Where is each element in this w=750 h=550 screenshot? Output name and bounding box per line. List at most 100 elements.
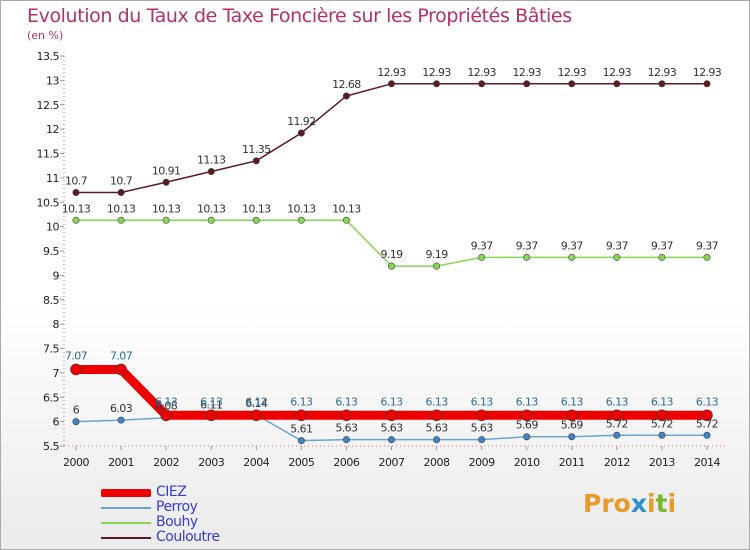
y-tick-label: 7 xyxy=(53,367,60,380)
legend-item-bouhy[interactable]: Bouhy xyxy=(101,514,301,530)
data-label-ciez: 6.13 xyxy=(561,395,584,408)
legend-swatch-perroy xyxy=(101,507,151,509)
legend-label-ciez: CIEZ xyxy=(156,484,187,500)
x-tick-label: 2008 xyxy=(424,456,450,469)
data-point-ciez xyxy=(701,409,713,422)
data-label-couloutre: 12.93 xyxy=(603,66,632,79)
data-label-couloutre: 12.93 xyxy=(558,66,587,79)
legend-swatch-ciez xyxy=(101,489,151,497)
y-tick-label: 6 xyxy=(53,416,60,429)
x-tick-label: 2000 xyxy=(63,456,89,469)
y-tick-label: 11 xyxy=(46,172,59,185)
data-label-ciez: 6.13 xyxy=(200,395,223,408)
data-label-couloutre: 12.93 xyxy=(512,66,541,79)
data-label-perroy: 5.63 xyxy=(471,422,494,435)
data-point-bouhy xyxy=(613,253,621,261)
data-label-perroy: 5.69 xyxy=(561,419,584,432)
data-label-ciez: 6.13 xyxy=(155,395,178,408)
y-tick-label: 9.5 xyxy=(43,245,59,258)
y-tick-label: 13.5 xyxy=(37,50,60,63)
data-point-perroy xyxy=(658,431,666,439)
chart-unit: (en %) xyxy=(27,29,64,42)
data-label-ciez: 6.13 xyxy=(335,395,358,408)
legend-item-ciez[interactable]: CIEZ xyxy=(101,484,301,500)
data-point-bouhy xyxy=(297,216,305,224)
data-label-ciez: 6.12 xyxy=(245,395,267,408)
data-label-ciez: 6.13 xyxy=(290,395,313,408)
legend-label-perroy: Perroy xyxy=(156,499,198,515)
legend-swatch-bouhy xyxy=(101,522,151,524)
data-label-couloutre: 11.92 xyxy=(287,115,316,128)
y-tick-label: 11.5 xyxy=(37,148,60,161)
data-point-bouhy xyxy=(523,253,531,261)
data-label-bouhy: 10.13 xyxy=(107,202,136,215)
data-point-couloutre xyxy=(162,178,170,186)
data-label-perroy: 6.11 xyxy=(200,398,222,411)
data-label-ciez: 6.13 xyxy=(696,395,719,408)
data-point-couloutre xyxy=(72,189,80,197)
y-tick-label: 12.5 xyxy=(37,99,60,112)
data-point-perroy xyxy=(297,437,305,445)
data-point-couloutre xyxy=(252,157,260,165)
data-label-ciez: 6.13 xyxy=(380,395,403,408)
data-label-bouhy: 10.13 xyxy=(242,202,271,215)
data-label-ciez: 6.13 xyxy=(471,395,494,408)
data-point-perroy xyxy=(387,436,395,444)
data-label-couloutre: 12.93 xyxy=(693,66,722,79)
x-tick-label: 2003 xyxy=(198,456,224,469)
data-point-couloutre xyxy=(207,168,215,176)
x-tick-label: 2005 xyxy=(288,456,314,469)
legend-item-perroy[interactable]: Perroy xyxy=(101,499,301,515)
data-label-couloutre: 11.35 xyxy=(242,143,271,156)
logo-letter: i xyxy=(667,489,677,518)
data-point-perroy xyxy=(568,433,576,441)
data-point-couloutre xyxy=(297,129,305,137)
x-tick-label: 2007 xyxy=(378,456,404,469)
data-point-couloutre xyxy=(568,80,576,88)
data-point-bouhy xyxy=(72,216,80,224)
y-tick-label: 10.5 xyxy=(37,196,60,209)
data-point-ciez xyxy=(430,409,443,422)
data-point-bouhy xyxy=(252,216,260,224)
legend-label-bouhy: Bouhy xyxy=(156,514,198,530)
data-label-couloutre: 10.7 xyxy=(65,175,88,188)
data-point-couloutre xyxy=(613,80,621,88)
y-tick-label: 10 xyxy=(46,221,59,234)
data-point-ciez xyxy=(565,409,578,422)
data-label-bouhy: 10.13 xyxy=(62,202,91,215)
data-label-perroy: 5.61 xyxy=(290,423,312,436)
data-label-bouhy: 10.13 xyxy=(152,202,181,215)
data-label-bouhy: 10.13 xyxy=(332,202,361,215)
data-point-ciez xyxy=(520,409,533,422)
data-point-bouhy xyxy=(117,216,125,224)
data-point-couloutre xyxy=(342,92,350,100)
data-point-perroy xyxy=(72,418,80,426)
proxiti-logo[interactable]: Proxiti xyxy=(583,489,676,518)
data-label-couloutre: 10.91 xyxy=(152,164,181,177)
data-label-perroy: 5.63 xyxy=(426,422,449,435)
data-point-perroy xyxy=(433,436,441,444)
data-label-bouhy: 10.13 xyxy=(197,202,226,215)
x-tick-label: 2011 xyxy=(559,456,585,469)
data-label-perroy: 5.72 xyxy=(651,417,673,430)
data-label-couloutre: 12.93 xyxy=(648,66,677,79)
y-tick-label: 7.5 xyxy=(43,343,59,356)
data-label-perroy: 6.08 xyxy=(155,400,178,413)
logo-letter: i xyxy=(647,489,656,518)
legend-item-couloutre[interactable]: Couloutre xyxy=(101,529,301,545)
y-tick-label: 9 xyxy=(53,269,60,282)
data-label-bouhy: 9.37 xyxy=(606,239,629,252)
x-tick-label: 2013 xyxy=(649,456,675,469)
data-point-bouhy xyxy=(433,262,441,270)
data-label-bouhy: 9.37 xyxy=(561,239,584,252)
data-point-perroy xyxy=(342,436,350,444)
legend: CIEZ Perroy Bouhy Couloutre xyxy=(101,484,301,545)
data-point-perroy xyxy=(523,433,531,441)
data-point-ciez xyxy=(611,409,623,422)
data-label-couloutre: 11.13 xyxy=(197,154,226,167)
data-point-couloutre xyxy=(387,80,395,88)
data-point-bouhy xyxy=(342,216,350,224)
data-point-ciez xyxy=(656,409,668,422)
data-point-couloutre xyxy=(433,80,441,88)
